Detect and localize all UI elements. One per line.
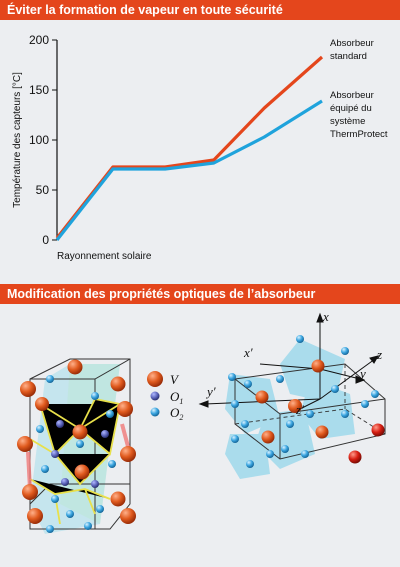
y-axis-label: Température des capteurs [°C] <box>12 72 23 208</box>
crystal-structure-figure: V O1 O2 <box>17 309 386 534</box>
chart-series <box>55 55 324 241</box>
y-tick-label: 100 <box>29 133 49 147</box>
y-tick-label: 150 <box>29 83 49 97</box>
chart-legend: Absorbeur standard Absorbeur équipé du systè… <box>330 38 388 140</box>
legend-o1-label: O1 <box>170 389 183 406</box>
y-tick-label: 50 <box>36 183 50 197</box>
axis-xp-label: x′ <box>243 345 253 360</box>
axis-zp-label: z′ <box>295 402 304 417</box>
left-v-atoms <box>17 359 136 524</box>
right-v-atoms <box>255 359 385 464</box>
right-crystal-structure: x x′ z y y′ z′ <box>198 309 386 479</box>
legend-v-atom <box>147 371 163 387</box>
chart-title: Éviter la formation de vapeur en toute s… <box>7 3 283 17</box>
atom-legend: V O1 O2 <box>147 371 183 422</box>
axis-x-label: x <box>322 309 329 324</box>
section-title-banner: Modification des propriétés optiques de … <box>0 284 400 304</box>
x-axis-label: Rayonnement solaire <box>57 251 152 262</box>
y-tick-label: 0 <box>42 233 49 247</box>
series-line-1 <box>55 99 323 241</box>
legend-v-label: V <box>170 372 180 387</box>
right-o-atoms <box>228 335 379 468</box>
y-ticks: 0 50 100 150 200 <box>29 33 57 247</box>
axis-z-label: z <box>376 347 382 362</box>
legend-entry-1: Absorbeur équipé du système ThermProtect <box>330 90 388 140</box>
series-line-0 <box>55 55 324 239</box>
left-crystal-structure <box>17 358 136 534</box>
left-o2-atoms <box>36 375 116 533</box>
chart-title-banner: Éviter la formation de vapeur en toute s… <box>0 0 400 20</box>
legend-o1-atom <box>150 391 160 401</box>
legend-o2-label: O2 <box>170 405 183 422</box>
section-title: Modification des propriétés optiques de … <box>7 287 316 301</box>
right-hidden-edges <box>234 364 386 435</box>
axis-yp-label: y′ <box>205 384 216 399</box>
y-tick-label: 200 <box>29 33 49 47</box>
legend-o2-atom <box>150 407 160 417</box>
left-o1-atoms <box>51 420 109 488</box>
line-chart: 0 50 100 150 200 Absorbeur standard Absorbeur é… <box>12 33 388 262</box>
legend-entry-0: Absorbeur standard <box>330 38 374 62</box>
right-octahedra <box>225 339 355 479</box>
axis-y-label: y <box>358 366 366 381</box>
